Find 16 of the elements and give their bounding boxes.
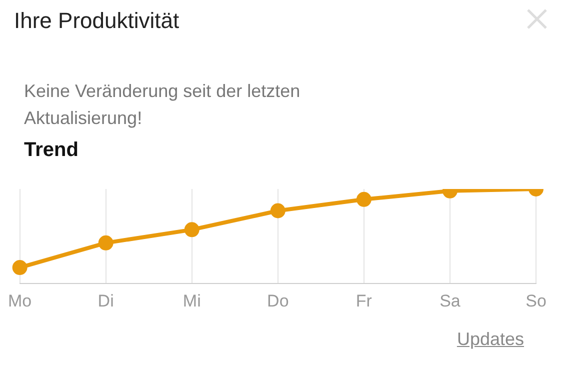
x-tick-label: So [526, 291, 546, 310]
point [98, 235, 114, 250]
point [12, 260, 28, 276]
x-tick-label: Mi [182, 291, 201, 310]
text: Trend [24, 139, 78, 162]
point [270, 203, 286, 218]
chart-title: Ihre Produktivität [14, 8, 180, 34]
point [356, 192, 372, 207]
chart-subtitle: Keine Veränderung seit der letzten Aktualisierung! [24, 80, 302, 130]
x-tick-label: Fr [356, 291, 372, 310]
x-tick-label: Di [98, 291, 114, 310]
x-tick-label: Sa [440, 291, 461, 310]
x-tick-label: Do [267, 291, 289, 310]
text: Updates [456, 329, 524, 350]
point [184, 222, 200, 238]
x-tick-label: Mo [8, 291, 32, 310]
